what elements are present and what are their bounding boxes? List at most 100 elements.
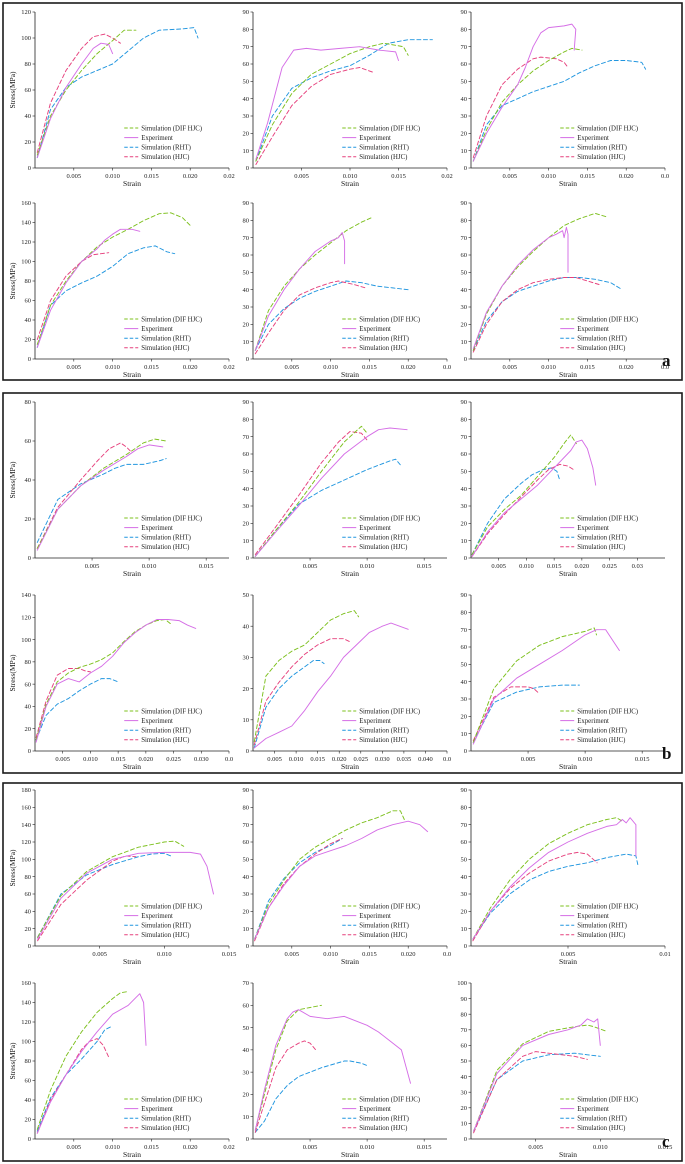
y-tick-label: 70 [243,44,250,51]
chart-14: 0 10 20 30 40 50 60 70 80 90 0.005 0.01 Strain Simula… [461,787,671,966]
legend-label-dif: Simulation (DIF HJC) [359,1096,420,1103]
series-line-exp [35,619,197,743]
x-tick-label: 0.01 [659,951,670,958]
legend-label-dif: Simulation (DIF HJC) [359,903,420,910]
legend-label-exp: Experiment [577,525,609,532]
legend-label-hjc: Simulation (HJC) [577,544,625,551]
y-tick-label: 20 [243,909,250,916]
legend-label-hjc: Simulation (HJC) [577,932,625,939]
legend-label-rht: Simulation (RHT) [577,145,627,152]
y-tick-label: 20 [243,131,250,138]
x-tick-label: 0.010 [593,1144,608,1151]
x-tick-label: 0.010 [142,563,157,570]
y-tick-label: 0 [246,165,249,172]
legend-label-exp: Experiment [577,326,609,333]
series-line-exp [472,817,637,940]
y-tick-label: 40 [25,909,32,916]
y-tick-label: 20 [243,521,250,528]
x-tick-label: 0.005 [528,1144,543,1151]
legend-label-exp: Experiment [141,135,173,142]
x-tick-label: 0.005 [66,1144,81,1151]
x-axis-title: Strain [123,957,141,966]
y-tick-label: 80 [461,805,468,812]
y-tick-label: 80 [25,61,32,68]
series-line-hjc [36,1038,110,1134]
y-tick-label: 30 [461,891,468,898]
legend-label-dif: Simulation (DIF HJC) [359,316,420,323]
legend-label-dif: Simulation (DIF HJC) [577,515,638,522]
y-tick-label: 100 [21,857,31,864]
series-line-hjc [36,442,133,549]
x-tick-label: 0.005 [284,951,299,958]
x-tick-label: 0.035 [397,756,412,763]
y-tick-label: 120 [21,239,31,246]
y-tick-label: 90 [243,787,250,794]
y-tick-label: 50 [243,592,250,599]
y-tick-label: 30 [243,304,250,311]
x-tick-label: 0.020 [619,173,634,180]
legend-label-dif: Simulation (DIF HJC) [577,708,638,715]
x-axis-title: Strain [559,957,577,966]
legend-label-exp: Experiment [141,718,173,725]
x-axis-title: Strain [559,370,577,379]
x-tick-label: 0.010 [83,756,98,763]
legend-label-rht: Simulation (RHT) [359,728,409,735]
chart-1: 0 10 20 30 40 50 60 70 80 90 0.005 0.010 0.015 0.02 St… [243,9,453,188]
series-line-rht [36,27,199,159]
legend-label-rht: Simulation (RHT) [359,145,409,152]
x-tick-label: 0.03 [632,563,643,570]
y-tick-label: 140 [21,822,31,829]
y-tick-label: 40 [243,287,250,294]
y-tick-label: 40 [243,874,250,881]
chart-16: 0 10 20 30 40 50 60 70 0.005 0.010 0.015 Strain Simu… [243,980,447,1159]
y-tick-label: 0 [28,943,31,950]
chart-12: 0 20 40 60 80 100 120 140 160 180 0.005 0.010 0.015 S… [8,787,236,966]
x-tick-label: 0.020 [401,951,416,958]
y-tick-label: 20 [25,926,32,933]
legend-label-exp: Experiment [359,135,391,142]
x-axis-title: Strain [341,370,359,379]
y-tick-label: 50 [461,79,468,86]
series-line-dif [36,29,137,156]
series-line-hjc [472,277,600,353]
x-axis-title: Strain [559,762,577,771]
y-tick-label: 40 [25,113,32,120]
x-tick-label: 0.010 [323,951,338,958]
y-tick-label: 90 [461,996,468,1003]
y-tick-label: 10 [461,731,468,738]
series-line-dif [472,817,623,940]
y-tick-label: 60 [25,891,32,898]
x-tick-label: 0.0 [443,951,451,958]
series-line-exp [253,622,409,749]
y-tick-label: 100 [457,980,467,987]
series-line-dif [472,47,583,162]
series-line-dif [36,212,191,345]
x-tick-label: 0.020 [183,173,198,180]
series-line-rht [254,280,409,351]
legend-label-exp: Experiment [359,718,391,725]
x-tick-label: 0.010 [105,173,120,180]
y-tick-label: 40 [461,874,468,881]
x-tick-label: 0.010 [541,173,556,180]
x-tick-label: 0.025 [602,563,617,570]
y-tick-label: 80 [243,805,250,812]
series-line-dif [254,216,374,351]
y-tick-label: 20 [25,726,32,733]
y-tick-label: 0 [464,748,467,755]
x-tick-label: 0.0 [443,756,451,763]
legend-label-dif: Simulation (DIF HJC) [141,1096,202,1103]
series-line-exp [254,232,346,351]
legend-label-dif: Simulation (DIF HJC) [359,125,420,132]
x-tick-label: 0.0 [661,364,669,371]
legend-label-dif: Simulation (DIF HJC) [141,708,202,715]
series-line-hjc [471,463,574,557]
x-tick-label: 0.010 [578,756,593,763]
y-tick-label: 80 [243,218,250,225]
legend-label-rht: Simulation (RHT) [141,535,191,542]
series-line-rht [472,60,647,162]
series-line-exp [254,1009,411,1131]
y-axis-title: Stress(MPa) [8,654,17,692]
y-tick-label: 160 [21,980,31,987]
legend-label-dif: Simulation (DIF HJC) [141,515,202,522]
